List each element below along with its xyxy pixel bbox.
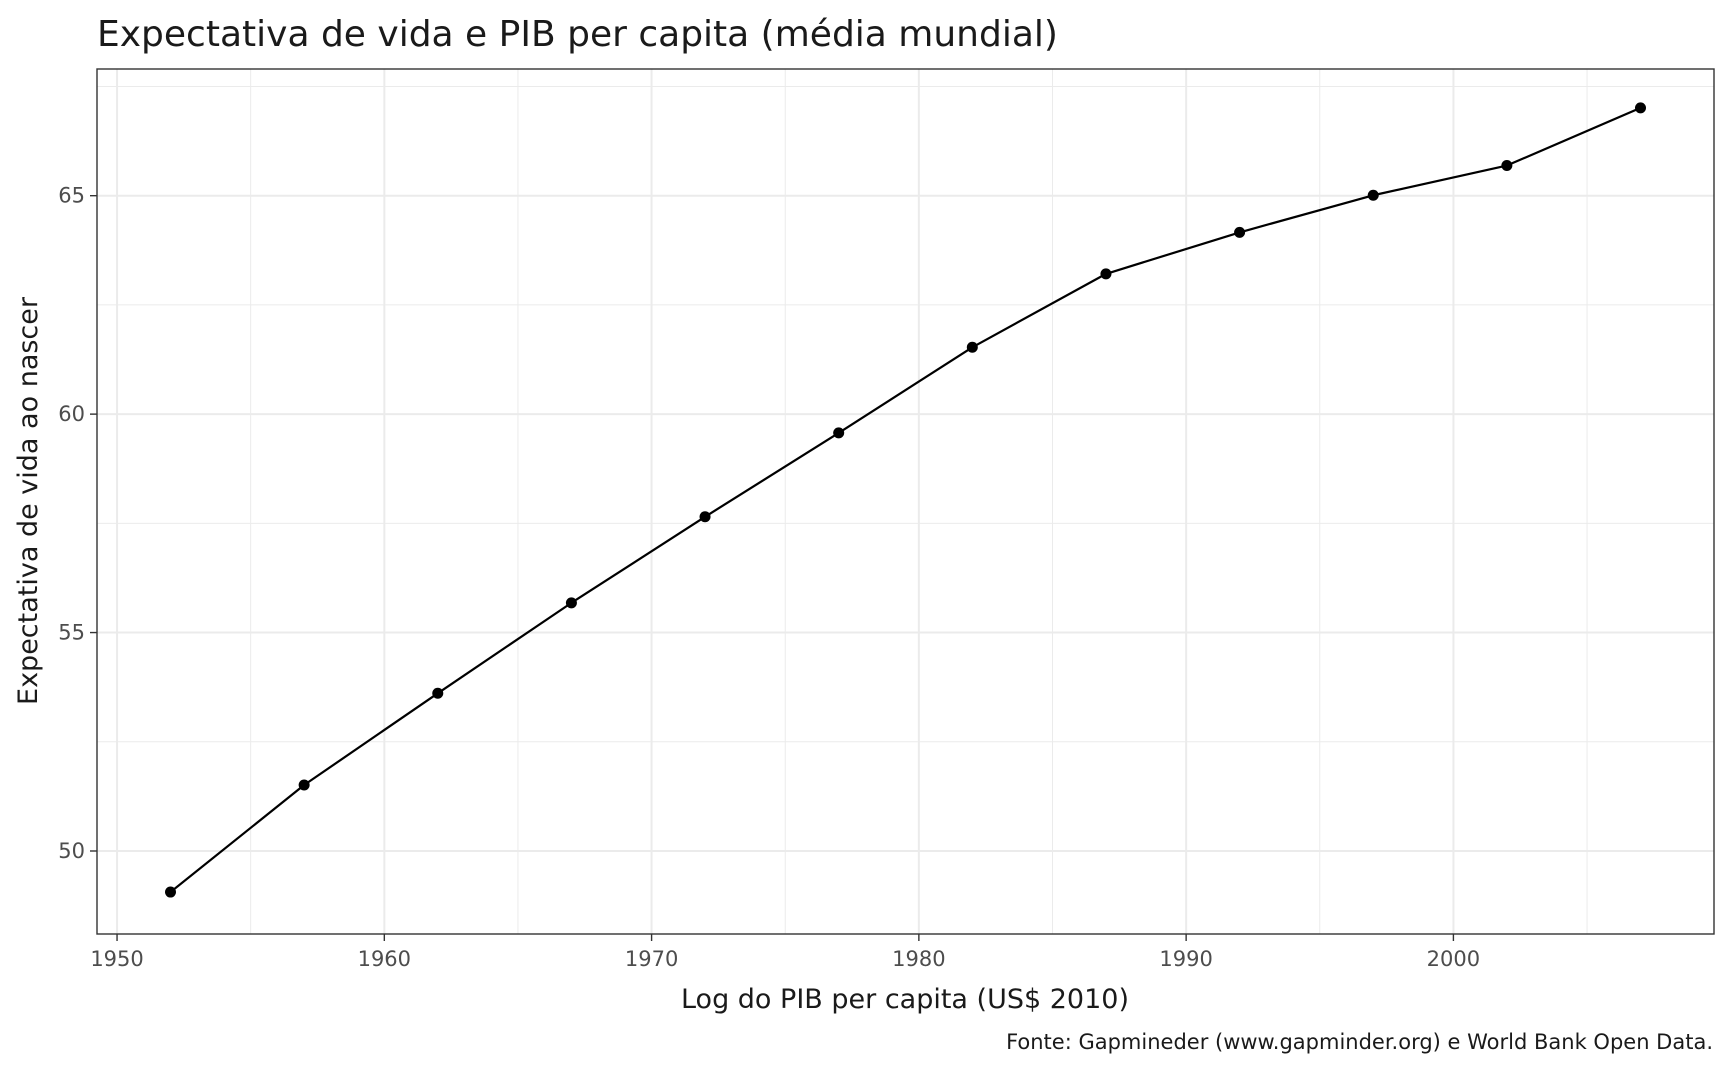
y-axis: 50 55 60 65 bbox=[58, 184, 97, 863]
data-point bbox=[165, 886, 176, 898]
data-point bbox=[298, 779, 310, 791]
chart-caption: Fonte: Gapmineder (www.gapminder.org) e … bbox=[1006, 1030, 1713, 1054]
series-line bbox=[169, 106, 1641, 893]
data-point bbox=[833, 427, 845, 439]
y-tick-label: 55 bbox=[58, 621, 85, 645]
data-point bbox=[1100, 268, 1112, 280]
data-point bbox=[699, 511, 711, 523]
data-point bbox=[966, 341, 978, 353]
data-point bbox=[432, 687, 444, 699]
x-axis: 1950 1960 1970 1980 1990 2000 bbox=[90, 934, 1480, 971]
chart-title: Expectativa de vida e PIB per capita (mé… bbox=[97, 14, 1058, 55]
x-tick-label: 1950 bbox=[90, 947, 143, 971]
series bbox=[165, 102, 1646, 898]
x-tick-label: 1990 bbox=[1159, 947, 1212, 971]
data-point bbox=[1501, 160, 1513, 172]
x-tick-label: 1980 bbox=[892, 947, 945, 971]
y-tick-label: 60 bbox=[58, 402, 85, 426]
x-tick-label: 1960 bbox=[358, 947, 411, 971]
y-axis-title: Expectativa de vida ao nascer bbox=[13, 296, 44, 705]
y-tick-label: 65 bbox=[58, 184, 85, 208]
data-point bbox=[1635, 102, 1646, 114]
x-tick-label: 1970 bbox=[625, 947, 678, 971]
data-point bbox=[1234, 226, 1246, 238]
x-tick-label: 2000 bbox=[1427, 947, 1480, 971]
grid bbox=[97, 69, 1714, 934]
data-point bbox=[1367, 189, 1379, 201]
panel-border bbox=[96, 68, 1715, 935]
y-tick-label: 50 bbox=[58, 839, 85, 863]
data-point bbox=[565, 597, 577, 609]
x-axis-title: Log do PIB per capita (US$ 2010) bbox=[681, 984, 1129, 1015]
